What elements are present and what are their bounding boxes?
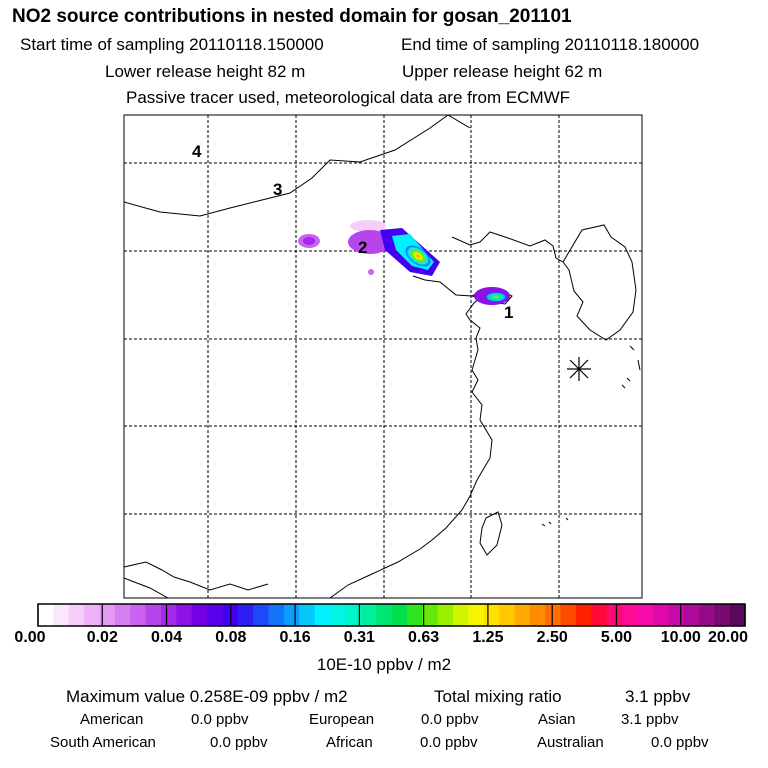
colorbar-tick-label: 0.16 xyxy=(279,629,311,646)
colorbar-tick-label: 0.00 xyxy=(14,629,46,646)
lat-lon-grid xyxy=(124,115,642,598)
colorbar-cell xyxy=(330,604,346,626)
colorbar-cell xyxy=(191,604,208,626)
colorbar xyxy=(37,603,746,627)
map-frame xyxy=(123,114,643,599)
colorbar-unit: 10E-10 ppbv / m2 xyxy=(316,655,452,674)
colorbar-tick-label: 10.00 xyxy=(660,629,701,646)
colorbar-tick-label: 1.25 xyxy=(472,629,504,646)
map-panel: 1 2 3 4 xyxy=(123,114,643,599)
colorbar-cell xyxy=(299,604,316,626)
colorbar-tick-label: 0.08 xyxy=(215,629,247,646)
colorbar-tick-label: 5.00 xyxy=(600,629,633,646)
colorbar-cell xyxy=(376,604,393,626)
colorbar-cell xyxy=(637,604,654,626)
page-title: NO2 source contributions in nested domai… xyxy=(12,6,572,27)
african-label: African xyxy=(326,734,373,751)
tracer-note: Passive tracer used, meteorological data… xyxy=(126,88,571,107)
australian-value: 0.0 ppbv xyxy=(651,734,709,751)
colorbar-cell xyxy=(114,604,131,626)
australian-label: Australian xyxy=(537,734,604,751)
colorbar-cell xyxy=(606,604,623,626)
upper-release-label: Upper release height 62 m xyxy=(402,62,603,81)
south-american-label: South American xyxy=(50,734,156,751)
colorbar-cell xyxy=(130,604,147,626)
colorbar-cell xyxy=(668,604,685,626)
max-value-label: Maximum value 0.258E-09 ppbv / m2 xyxy=(66,687,348,706)
start-time-label: Start time of sampling 20110118.150000 xyxy=(20,35,324,54)
colorbar-cell xyxy=(268,604,285,626)
colorbar-cell xyxy=(622,604,639,626)
lower-release-label: Lower release height 82 m xyxy=(105,62,306,81)
region-label-3: 3 xyxy=(273,180,282,199)
colorbar-cell xyxy=(683,604,700,626)
colorbar-cell xyxy=(314,604,331,626)
region-label-1: 1 xyxy=(504,303,513,322)
colorbar-cell xyxy=(529,604,546,626)
african-value: 0.0 ppbv xyxy=(420,734,478,751)
colorbar-cell xyxy=(345,604,362,626)
asian-label: Asian xyxy=(538,711,576,728)
colorbar-cell xyxy=(698,604,715,626)
region-label-2: 2 xyxy=(358,238,367,257)
total-mixing-label: Total mixing ratio xyxy=(434,687,562,706)
total-mixing-value: 3.1 ppbv xyxy=(625,687,691,706)
colorbar-tick-label: 0.04 xyxy=(150,629,183,646)
colorbar-cell xyxy=(406,604,423,626)
colorbar-cell xyxy=(575,604,592,626)
colorbar-cell xyxy=(283,604,300,626)
concentration-plumes xyxy=(298,220,510,305)
colorbar-cell xyxy=(160,604,177,626)
south-american-value: 0.0 ppbv xyxy=(210,734,268,751)
colorbar-cell xyxy=(437,604,454,626)
colorbar-cell xyxy=(53,604,70,626)
colorbar-cell xyxy=(360,604,377,626)
colorbar-cell xyxy=(391,604,408,626)
colorbar-cell xyxy=(714,604,731,626)
colorbar-cell xyxy=(145,604,162,626)
colorbar-tick-label: 2.50 xyxy=(536,629,568,646)
colorbar-cell xyxy=(591,604,608,626)
colorbar-cell xyxy=(176,604,193,626)
colorbar-frame xyxy=(37,603,746,627)
european-value: 0.0 ppbv xyxy=(421,711,479,728)
colorbar-cell xyxy=(99,604,116,626)
colorbar-cell xyxy=(560,604,577,626)
colorbar-cell xyxy=(38,604,54,626)
colorbar-cell xyxy=(499,604,516,626)
colorbar-cell xyxy=(68,604,85,626)
colorbar-cell xyxy=(514,604,531,626)
colorbar-tick-label: 0.02 xyxy=(86,629,118,646)
colorbar-cell xyxy=(545,604,562,626)
colorbar-cell xyxy=(207,604,224,626)
colorbar-cell xyxy=(237,604,254,626)
colorbar-cell xyxy=(253,604,270,626)
asian-value: 3.1 ppbv xyxy=(621,711,679,728)
receptor-marker xyxy=(567,357,591,381)
colorbar-cell xyxy=(422,604,439,626)
coastlines xyxy=(124,115,641,598)
colorbar-cell xyxy=(468,604,485,626)
european-label: European xyxy=(309,711,375,728)
colorbar-cell xyxy=(452,604,469,626)
american-value: 0.0 ppbv xyxy=(191,711,249,728)
colorbar-cell xyxy=(483,604,500,626)
end-time-label: End time of sampling 20110118.180000 xyxy=(401,35,700,54)
colorbar-cell xyxy=(652,604,669,626)
colorbar-tick-label: 0.31 xyxy=(343,629,375,646)
american-label: American xyxy=(80,711,144,728)
colorbar-tick-label: 20.00 xyxy=(707,629,749,646)
colorbar-tick-label: 0.63 xyxy=(408,629,440,646)
colorbar-cell xyxy=(729,604,746,626)
region-label-4: 4 xyxy=(192,142,202,161)
colorbar-cell xyxy=(84,604,101,626)
